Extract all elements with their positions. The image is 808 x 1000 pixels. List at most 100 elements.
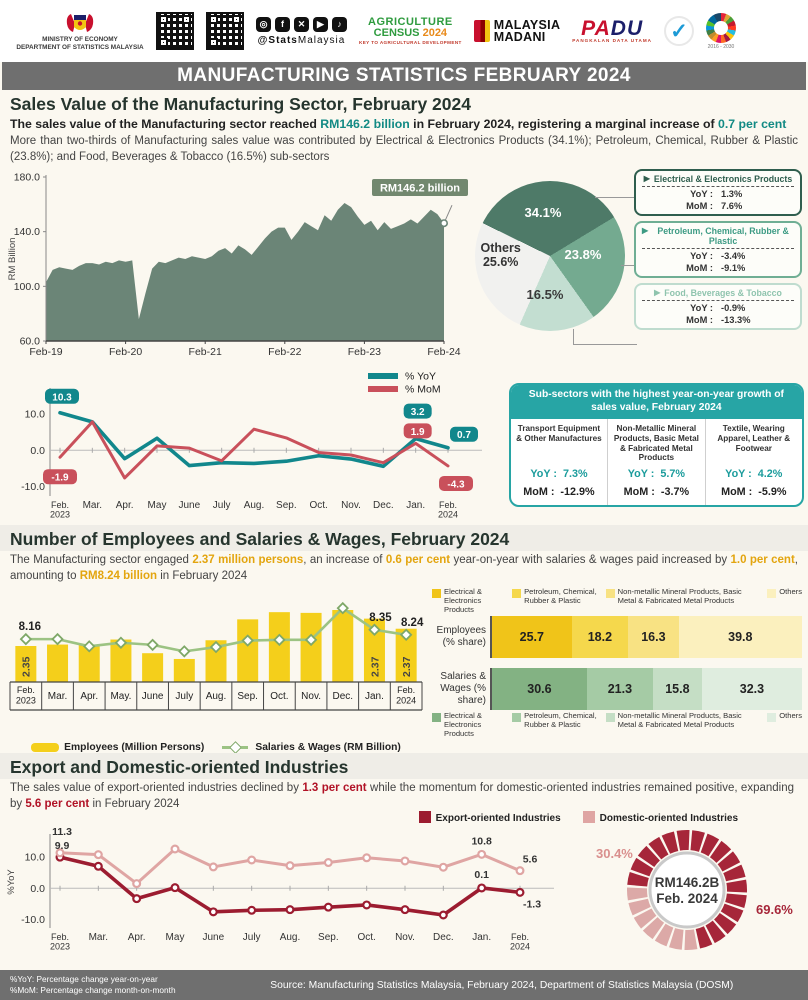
salaries-swatch: [222, 745, 249, 749]
social-handle: @StatsMalaysia: [257, 34, 346, 46]
svg-text:Feb. 2024: Feb. 2024: [656, 891, 718, 906]
employees-share-bar: 25.7 18.2 16.3 39.8: [490, 616, 802, 659]
svg-text:June: June: [202, 932, 224, 943]
growth-col-nonmetallic: Non-Metallic Mineral Products, Basic Met…: [607, 418, 704, 505]
svg-text:Feb-22: Feb-22: [268, 346, 301, 358]
svg-text:Feb-23: Feb-23: [348, 346, 381, 358]
svg-text:Nov.: Nov.: [341, 500, 361, 511]
section-export-domestic: Export and Domestic-oriented Industries …: [0, 753, 808, 956]
ministry-line2: DEPARTMENT OF STATISTICS MALAYSIA: [16, 44, 144, 51]
share-segment: 39.8: [678, 616, 802, 659]
employees-swatch: [31, 742, 60, 752]
svg-text:2.35: 2.35: [21, 656, 33, 677]
svg-text:Feb.: Feb.: [17, 685, 35, 695]
svg-text:Nov.: Nov.: [395, 932, 415, 943]
footnote-mom: %MoM: Percentage change month-on-month: [10, 985, 176, 995]
svg-text:Feb.2024: Feb. 2024: [510, 932, 530, 952]
legend-swatch: [605, 589, 615, 599]
pie-connector-2: [620, 265, 637, 267]
pie-label-others: Others 25.6%: [480, 241, 521, 270]
svg-text:% YoY: % YoY: [405, 371, 436, 383]
svg-text:10.3: 10.3: [52, 392, 72, 403]
pie-connector-3: [572, 329, 637, 346]
legend-item: Electrical & Electronics Products: [432, 587, 506, 614]
sales-share-panel: 34.1% 23.8% 16.5% Others 25.6% ▶ Electrica…: [469, 167, 804, 365]
svg-text:Feb-20: Feb-20: [109, 346, 142, 358]
svg-text:-1.3: -1.3: [523, 898, 541, 910]
svg-text:Feb.: Feb.: [397, 685, 415, 695]
padu-logo: PADU PANGKALAN DATA UTAMA: [572, 17, 652, 44]
footer: %YoY: Percentage change year-on-year %Mo…: [0, 970, 808, 1000]
svg-text:May: May: [148, 500, 167, 511]
section1-lead: The sales value of the Manufacturing sec…: [10, 117, 787, 131]
share-segment: 25.7: [492, 616, 572, 659]
x-icon: ✕: [294, 16, 309, 32]
svg-text:Aug.: Aug.: [244, 500, 265, 511]
svg-text:% MoM: % MoM: [405, 384, 441, 396]
svg-text:11.3: 11.3: [52, 826, 72, 838]
svg-text:9.9: 9.9: [55, 840, 70, 852]
svg-text:July: July: [243, 932, 261, 943]
tiktok-icon: ♪: [332, 16, 347, 32]
svg-text:July: July: [213, 500, 231, 511]
svg-text:1.9: 1.9: [411, 427, 425, 438]
svg-text:0.0: 0.0: [30, 883, 45, 895]
pie-connector-1: [594, 197, 637, 199]
svg-text:Dec.: Dec.: [433, 932, 454, 943]
svg-text:RM146.2B: RM146.2B: [655, 875, 720, 890]
svg-text:Oct.: Oct.: [357, 932, 375, 943]
svg-text:Jan.: Jan.: [406, 500, 425, 511]
svg-text:Feb.2023: Feb. 2023: [50, 932, 70, 952]
instagram-icon: ◎: [256, 16, 271, 32]
svg-text:Feb-24: Feb-24: [427, 346, 460, 358]
share-segment: 32.3: [701, 668, 802, 711]
subsector-box-electrical: ▶ Electrical & Electronics Products YoY :…: [634, 169, 802, 217]
share-segment: 21.3: [586, 668, 653, 711]
footnote-yoy: %YoY: Percentage change year-on-year: [10, 974, 158, 985]
employees-legend: Employees (Million Persons) Salaries & W…: [6, 742, 426, 753]
svg-text:Mar.: Mar.: [83, 500, 102, 511]
svg-text:Oct.: Oct.: [309, 500, 327, 511]
section1-title: Sales Value of the Manufacturing Sector,…: [10, 94, 471, 114]
legend-swatch: [512, 713, 522, 723]
svg-text:0.0: 0.0: [30, 445, 45, 457]
legend-swatch: [605, 713, 615, 723]
legend-swatch: [432, 589, 441, 599]
legend-item: Others: [767, 587, 802, 614]
svg-text:Nov.: Nov.: [301, 691, 321, 702]
ministry-line1: MINISTRY OF ECONOMY: [42, 36, 118, 43]
salaries-share-row: Salaries & Wages (% share) 30.6 21.3 15.8 3…: [432, 668, 802, 711]
svg-text:3.2: 3.2: [411, 407, 425, 418]
svg-text:-10.0: -10.0: [21, 914, 45, 926]
coat-of-arms-logo: MINISTRY OF ECONOMY DEPARTMENT OF STATIS…: [16, 10, 144, 52]
play-icon: ▶: [642, 226, 649, 236]
title-bar: MANUFACTURING STATISTICS FEBRUARY 2024: [2, 62, 806, 90]
employees-share-row: Employees (% share) 25.7 18.2 16.3 39.8: [432, 616, 802, 659]
svg-text:-4.3: -4.3: [447, 479, 465, 490]
svg-text:Aug.: Aug.: [206, 691, 227, 702]
sales-area-chart: 180.0 140.0 100.0 60.0 RM Billion Feb-19 Feb-2…: [7, 172, 468, 358]
svg-text:RM146.2 billion: RM146.2 billion: [380, 183, 460, 195]
svg-text:%YoY: %YoY: [6, 869, 17, 895]
social-media-block: ◎ f ✕ ▶ ♪ @StatsMalaysia: [256, 16, 347, 46]
sdg-logo: 2016 - 2030: [706, 12, 736, 50]
share-segment: 30.6: [492, 668, 587, 711]
svg-text:5.6: 5.6: [523, 854, 538, 866]
svg-text:Feb.2023: Feb. 2023: [50, 500, 70, 520]
svg-text:Apr.: Apr.: [128, 932, 146, 943]
svg-text:-10.0: -10.0: [21, 481, 45, 493]
svg-text:30.4%: 30.4%: [596, 846, 633, 861]
svg-text:10.0: 10.0: [25, 408, 46, 420]
legend-swatch: [512, 589, 522, 599]
pie-label-fbt: 16.5%: [526, 287, 564, 303]
legend-item: Petroleum, Chemical, Rubber & Plastic: [512, 587, 600, 614]
share-segment: 18.2: [571, 616, 629, 659]
svg-text:140.0: 140.0: [14, 226, 40, 238]
legend-item: Others: [767, 711, 802, 738]
facebook-icon: f: [275, 16, 290, 32]
svg-text:Feb-21: Feb-21: [189, 346, 222, 358]
employees-chart-block: 2.35 2.37 2.37 8.16 8.35 8.24 Feb. 2023 Mar. Apr.…: [6, 586, 426, 753]
